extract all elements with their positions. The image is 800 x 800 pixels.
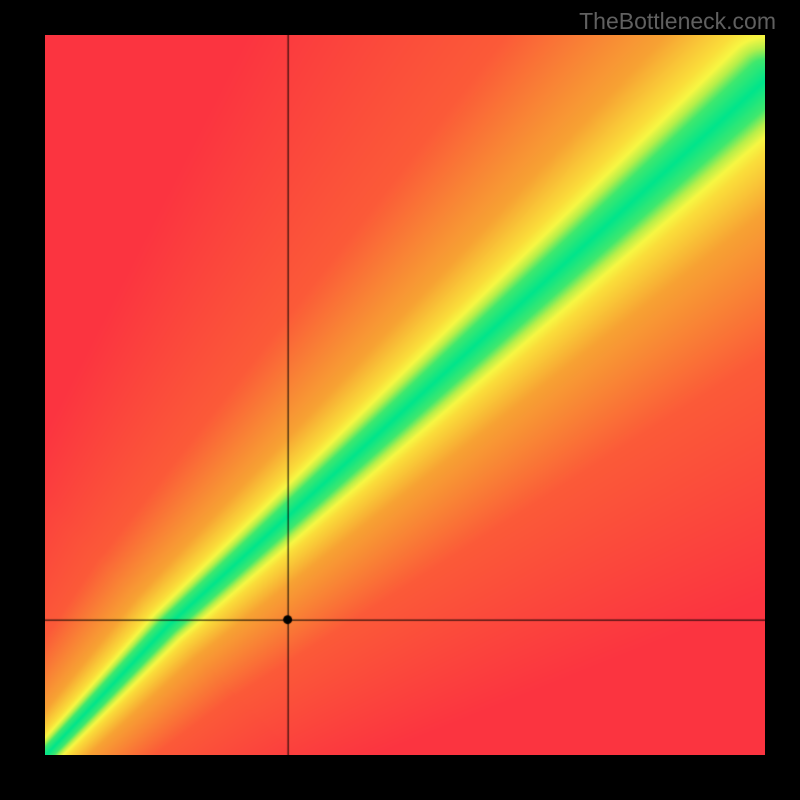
chart-container: TheBottleneck.com (0, 0, 800, 800)
heatmap-canvas (45, 35, 765, 755)
watermark-text: TheBottleneck.com (579, 8, 776, 35)
plot-area (45, 35, 765, 755)
